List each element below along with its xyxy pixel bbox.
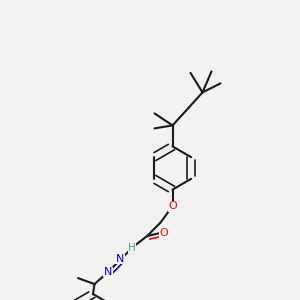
Text: N: N: [104, 267, 112, 277]
Text: H: H: [128, 243, 136, 253]
Text: O: O: [168, 201, 177, 211]
Text: O: O: [159, 228, 168, 238]
Text: N: N: [116, 254, 124, 264]
